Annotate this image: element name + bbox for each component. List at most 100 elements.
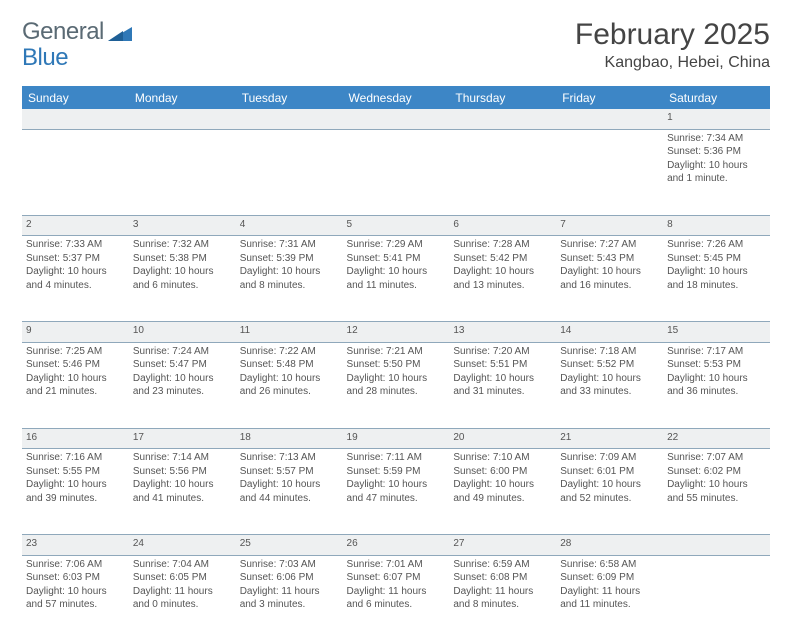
day-number-cell bbox=[129, 109, 236, 129]
day-info-line: Sunrise: 7:34 AM bbox=[667, 132, 766, 146]
day-number-cell bbox=[449, 109, 556, 129]
day-content-cell bbox=[343, 129, 450, 215]
day-number-cell: 22 bbox=[663, 428, 770, 449]
day-number-cell: 26 bbox=[343, 535, 450, 556]
day-number-cell: 10 bbox=[129, 322, 236, 343]
day-number-cell: 3 bbox=[129, 215, 236, 236]
day-info-line: and 11 minutes. bbox=[347, 279, 446, 293]
day-info-line: Sunrise: 7:11 AM bbox=[347, 451, 446, 465]
day-header: Thursday bbox=[449, 87, 556, 110]
day-content-cell: Sunrise: 7:06 AMSunset: 6:03 PMDaylight:… bbox=[22, 555, 129, 641]
day-info-line: and 16 minutes. bbox=[560, 279, 659, 293]
day-number-cell: 11 bbox=[236, 322, 343, 343]
day-content-row: Sunrise: 7:06 AMSunset: 6:03 PM Daylight:… bbox=[22, 555, 770, 641]
day-info-line: Sunrise: 7:09 AM bbox=[560, 451, 659, 465]
day-info-line: and 55 minutes. bbox=[667, 492, 766, 506]
logo-text-general: General bbox=[22, 18, 104, 46]
day-content-cell: Sunrise: 7:04 AMSunset: 6:05 PMDaylight:… bbox=[129, 555, 236, 641]
day-content-cell: Sunrise: 7:34 AMSunset: 5:36 PMDaylight:… bbox=[663, 129, 770, 215]
day-info-line: Sunset: 6:02 PM bbox=[667, 465, 766, 479]
day-info-line: Sunrise: 7:04 AM bbox=[133, 558, 232, 572]
day-number-cell: 27 bbox=[449, 535, 556, 556]
day-info-line: and 23 minutes. bbox=[133, 385, 232, 399]
day-number-cell: 16 bbox=[22, 428, 129, 449]
day-content-cell: Sunrise: 7:20 AMSunset: 5:51 PMDaylight:… bbox=[449, 342, 556, 428]
day-number-cell: 7 bbox=[556, 215, 663, 236]
day-info-line: Sunrise: 7:31 AM bbox=[240, 238, 339, 252]
day-info-line: Sunrise: 7:32 AM bbox=[133, 238, 232, 252]
day-content-cell: Sunrise: 7:29 AMSunset: 5:41 PMDaylight:… bbox=[343, 236, 450, 322]
day-info-line: Daylight: 11 hours bbox=[347, 585, 446, 599]
day-info-line: Sunset: 5:50 PM bbox=[347, 358, 446, 372]
day-info-line: Sunset: 5:59 PM bbox=[347, 465, 446, 479]
day-info-line: and 52 minutes. bbox=[560, 492, 659, 506]
day-info-line: Daylight: 10 hours bbox=[347, 478, 446, 492]
day-content-cell: Sunrise: 7:11 AMSunset: 5:59 PMDaylight:… bbox=[343, 449, 450, 535]
day-number-row: 9101112131415 bbox=[22, 322, 770, 343]
day-header: Sunday bbox=[22, 87, 129, 110]
day-info-line: Daylight: 10 hours bbox=[133, 478, 232, 492]
day-number-cell bbox=[663, 535, 770, 556]
day-content-cell bbox=[556, 129, 663, 215]
day-info-line: Sunrise: 7:28 AM bbox=[453, 238, 552, 252]
day-number-cell bbox=[556, 109, 663, 129]
day-info-line: Daylight: 11 hours bbox=[560, 585, 659, 599]
day-info-line: and 47 minutes. bbox=[347, 492, 446, 506]
day-info-line: and 31 minutes. bbox=[453, 385, 552, 399]
day-info-line: Sunrise: 7:24 AM bbox=[133, 345, 232, 359]
day-content-cell bbox=[129, 129, 236, 215]
day-info-line: Daylight: 11 hours bbox=[133, 585, 232, 599]
day-content-cell bbox=[663, 555, 770, 641]
day-content-cell: Sunrise: 7:18 AMSunset: 5:52 PMDaylight:… bbox=[556, 342, 663, 428]
day-info-line: Daylight: 10 hours bbox=[667, 478, 766, 492]
day-info-line: Sunset: 5:53 PM bbox=[667, 358, 766, 372]
day-content-cell: Sunrise: 7:27 AMSunset: 5:43 PMDaylight:… bbox=[556, 236, 663, 322]
day-info-line: and 49 minutes. bbox=[453, 492, 552, 506]
day-info-line: Sunset: 6:07 PM bbox=[347, 571, 446, 585]
day-info-line: Sunrise: 7:22 AM bbox=[240, 345, 339, 359]
day-info-line: and 8 minutes. bbox=[453, 598, 552, 612]
day-info-line: and 18 minutes. bbox=[667, 279, 766, 293]
day-content-cell: Sunrise: 7:17 AMSunset: 5:53 PMDaylight:… bbox=[663, 342, 770, 428]
day-number-cell: 25 bbox=[236, 535, 343, 556]
day-info-line: Sunrise: 7:14 AM bbox=[133, 451, 232, 465]
day-info-line: and 57 minutes. bbox=[26, 598, 125, 612]
day-info-line: Sunrise: 6:58 AM bbox=[560, 558, 659, 572]
day-info-line: Sunrise: 7:01 AM bbox=[347, 558, 446, 572]
day-content-cell: Sunrise: 7:33 AMSunset: 5:37 PMDaylight:… bbox=[22, 236, 129, 322]
day-info-line: and 11 minutes. bbox=[560, 598, 659, 612]
day-info-line: Sunrise: 6:59 AM bbox=[453, 558, 552, 572]
day-info-line: Sunrise: 7:26 AM bbox=[667, 238, 766, 252]
day-info-line: Daylight: 10 hours bbox=[453, 372, 552, 386]
day-info-line: Sunset: 5:47 PM bbox=[133, 358, 232, 372]
day-info-line: Sunset: 5:37 PM bbox=[26, 252, 125, 266]
location-text: Kangbao, Hebei, China bbox=[575, 54, 770, 72]
day-info-line: Daylight: 10 hours bbox=[347, 265, 446, 279]
day-content-cell: Sunrise: 6:58 AMSunset: 6:09 PMDaylight:… bbox=[556, 555, 663, 641]
day-info-line: Sunset: 5:46 PM bbox=[26, 358, 125, 372]
day-info-line: and 21 minutes. bbox=[26, 385, 125, 399]
day-header: Tuesday bbox=[236, 87, 343, 110]
day-content-cell: Sunrise: 7:14 AMSunset: 5:56 PMDaylight:… bbox=[129, 449, 236, 535]
day-info-line: and 13 minutes. bbox=[453, 279, 552, 293]
day-info-line: Daylight: 10 hours bbox=[240, 478, 339, 492]
day-header-row: Sunday Monday Tuesday Wednesday Thursday… bbox=[22, 87, 770, 110]
day-info-line: Daylight: 11 hours bbox=[240, 585, 339, 599]
calendar-body: 1Sunrise: 7:34 AMSunset: 5:36 PMDaylight… bbox=[22, 109, 770, 641]
day-info-line: and 44 minutes. bbox=[240, 492, 339, 506]
day-info-line: Sunrise: 7:07 AM bbox=[667, 451, 766, 465]
day-content-cell: Sunrise: 7:28 AMSunset: 5:42 PMDaylight:… bbox=[449, 236, 556, 322]
day-info-line: Sunrise: 7:25 AM bbox=[26, 345, 125, 359]
day-info-line: Sunrise: 7:10 AM bbox=[453, 451, 552, 465]
day-info-line: Daylight: 10 hours bbox=[560, 265, 659, 279]
day-number-cell: 4 bbox=[236, 215, 343, 236]
day-number-cell: 2 bbox=[22, 215, 129, 236]
day-number-cell: 23 bbox=[22, 535, 129, 556]
day-info-line: Sunrise: 7:06 AM bbox=[26, 558, 125, 572]
day-content-cell: Sunrise: 7:24 AMSunset: 5:47 PMDaylight:… bbox=[129, 342, 236, 428]
day-info-line: Daylight: 10 hours bbox=[560, 478, 659, 492]
day-content-cell: Sunrise: 7:26 AMSunset: 5:45 PMDaylight:… bbox=[663, 236, 770, 322]
day-info-line: Sunset: 6:03 PM bbox=[26, 571, 125, 585]
day-info-line: Daylight: 10 hours bbox=[347, 372, 446, 386]
day-content-row: Sunrise: 7:33 AMSunset: 5:37 PMDaylight:… bbox=[22, 236, 770, 322]
